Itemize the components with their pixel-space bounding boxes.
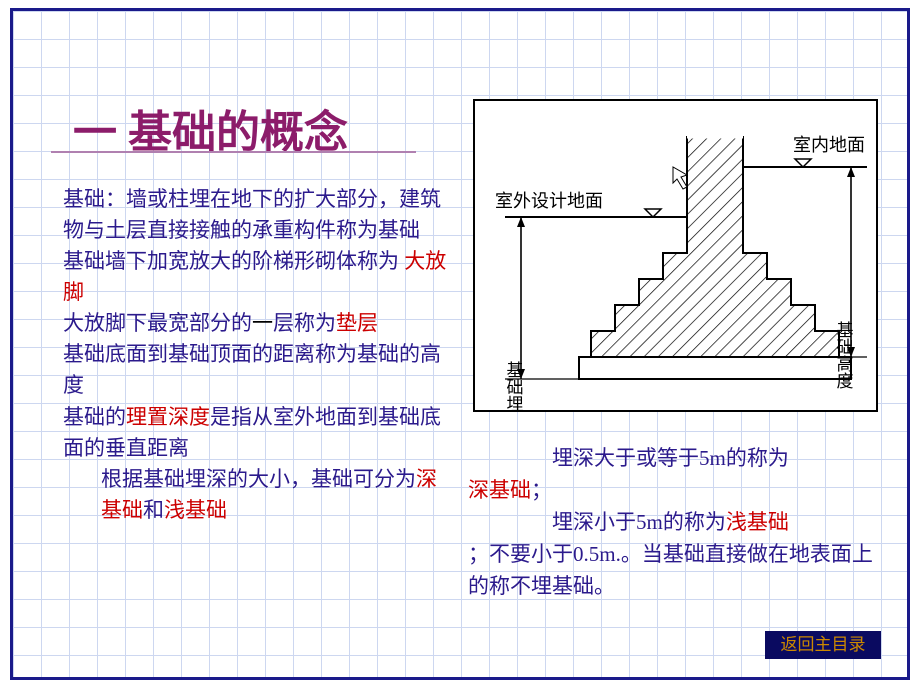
para-2a: 基础墙下加宽放大的阶梯形砌体称为: [63, 249, 399, 273]
slide-frame: 一 基础的概念 基础：墙或柱埋在地下的扩大部分，建筑物与土层直接接触的承重构件称…: [10, 8, 910, 680]
cursor-icon: [673, 167, 687, 189]
label-indoor: 室内地面: [793, 135, 865, 155]
foundation-diagram: 室内地面 室外设计地面 基础埋置深度 基础高度: [473, 99, 878, 412]
bedding-layer: [579, 357, 851, 379]
label-height: 基础高度: [834, 321, 854, 389]
term-depth: 理置深度: [126, 405, 210, 429]
para-3c: 层称为: [273, 311, 336, 335]
label-outdoor: 室外设计地面: [495, 191, 603, 211]
term-deep-2: 深基础: [468, 478, 531, 502]
title-underline: [51, 151, 416, 153]
para-3a: 大放脚下最宽部分的: [63, 311, 252, 335]
para-6c: 和: [143, 498, 164, 522]
r1a: 埋深大于或等于5m的称为: [552, 446, 789, 470]
back-to-toc-button[interactable]: 返回主目录: [765, 631, 881, 659]
para-5a: 基础的: [63, 405, 126, 429]
term-shallow-2: 浅基础: [726, 510, 789, 534]
right-line-1: 埋深大于或等于5m的称为: [468, 443, 876, 475]
diagram-svg: 室内地面 室外设计地面 基础埋置深度 基础高度: [475, 101, 876, 410]
para-1: 基础：墙或柱埋在地下的扩大部分，建筑物与土层直接接触的承重构件称为基础: [63, 187, 441, 242]
para-6a: 根据基础埋深的大小，基础可分为: [101, 467, 416, 491]
foundation-shape: [591, 137, 839, 357]
dim-depth-arrow-top: [517, 217, 525, 227]
r1c: ；: [531, 478, 552, 502]
para-6-indent: 根据基础埋深的大小，基础可分为深基础和浅基础: [63, 464, 448, 526]
indoor-level-icon: [795, 159, 811, 167]
r2a: 埋深小于5m的称为: [552, 510, 726, 534]
para-4: 基础底面到基础顶面的距离称为基础的高度: [63, 342, 441, 397]
outdoor-level-icon: [645, 209, 661, 217]
term-dianceng: 垫层: [336, 311, 378, 335]
r3a: ；不要小于0.5m.。当基础直接做在地表面上的称不埋基础。: [468, 542, 873, 598]
term-shallow: 浅基础: [164, 498, 227, 522]
right-column: 埋深大于或等于5m的称为 深基础； 埋深小于5m的称为浅基础 ；不要小于0.5m…: [468, 443, 876, 603]
right-line-2: 埋深小于5m的称为浅基础: [468, 507, 876, 539]
left-column: 基础：墙或柱埋在地下的扩大部分，建筑物与土层直接接触的承重构件称为基础 基础墙下…: [63, 184, 448, 526]
dim-height-arrow-top: [847, 167, 855, 177]
label-depth: 基础埋置深度: [504, 361, 524, 410]
right-line-3: ；不要小于0.5m.。当基础直接做在地表面上的称不埋基础。: [468, 539, 876, 603]
right-line-1b: 深基础；: [468, 475, 876, 507]
para-3b: 一: [252, 311, 273, 335]
